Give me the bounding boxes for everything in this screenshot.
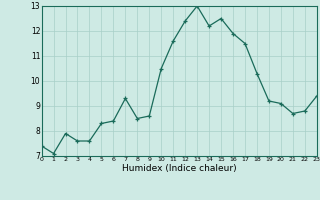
X-axis label: Humidex (Indice chaleur): Humidex (Indice chaleur) bbox=[122, 164, 236, 173]
